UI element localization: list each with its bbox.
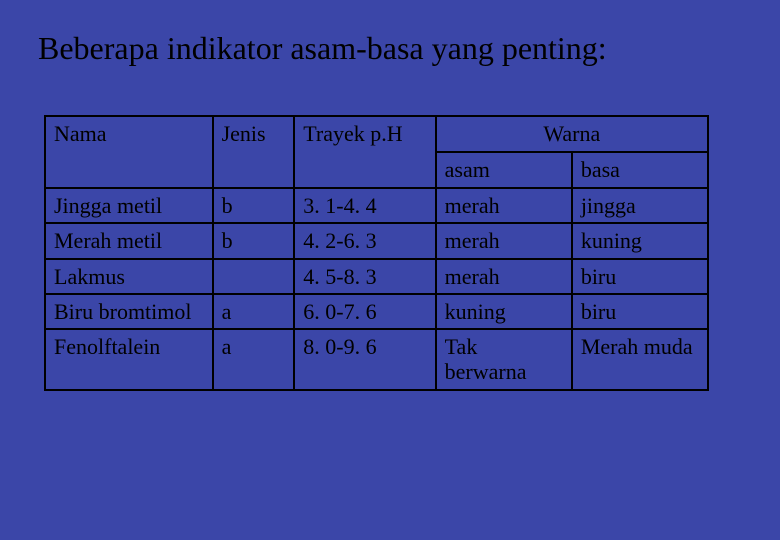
table-row: Merah metil b 4. 2-6. 3 merah kuning (45, 223, 708, 258)
cell-jenis: a (213, 294, 295, 329)
table-row: Biru bromtimol a 6. 0-7. 6 kuning biru (45, 294, 708, 329)
col-warna: Warna (436, 116, 708, 152)
table-row: Jingga metil b 3. 1-4. 4 merah jingga (45, 188, 708, 223)
cell-asam: kuning (436, 294, 572, 329)
table-row: Lakmus 4. 5-8. 3 merah biru (45, 259, 708, 294)
col-jenis: Jenis (213, 116, 295, 188)
cell-nama: Fenolftalein (45, 329, 213, 390)
col-asam: asam (436, 152, 572, 188)
cell-nama: Lakmus (45, 259, 213, 294)
cell-asam: merah (436, 259, 572, 294)
cell-trayek: 6. 0-7. 6 (294, 294, 435, 329)
slide-title: Beberapa indikator asam-basa yang pentin… (38, 30, 742, 67)
cell-basa: biru (572, 259, 708, 294)
col-nama: Nama (45, 116, 213, 188)
col-trayek: Trayek p.H (294, 116, 435, 188)
cell-jenis (213, 259, 295, 294)
cell-trayek: 8. 0-9. 6 (294, 329, 435, 390)
cell-asam: merah (436, 223, 572, 258)
cell-trayek: 4. 2-6. 3 (294, 223, 435, 258)
cell-nama: Biru bromtimol (45, 294, 213, 329)
cell-trayek: 3. 1-4. 4 (294, 188, 435, 223)
cell-nama: Merah metil (45, 223, 213, 258)
cell-basa: Merah muda (572, 329, 708, 390)
cell-trayek: 4. 5-8. 3 (294, 259, 435, 294)
cell-basa: kuning (572, 223, 708, 258)
cell-asam: merah (436, 188, 572, 223)
cell-basa: jingga (572, 188, 708, 223)
table-header-row-1: Nama Jenis Trayek p.H Warna (45, 116, 708, 152)
cell-nama: Jingga metil (45, 188, 213, 223)
col-basa: basa (572, 152, 708, 188)
cell-jenis: b (213, 188, 295, 223)
cell-basa: biru (572, 294, 708, 329)
indicator-table-wrap: Nama Jenis Trayek p.H Warna asam basa Ji… (44, 115, 709, 391)
cell-jenis: b (213, 223, 295, 258)
table-row: Fenolftalein a 8. 0-9. 6 Tak berwarna Me… (45, 329, 708, 390)
cell-asam: Tak berwarna (436, 329, 572, 390)
indicator-table: Nama Jenis Trayek p.H Warna asam basa Ji… (44, 115, 709, 391)
cell-jenis: a (213, 329, 295, 390)
